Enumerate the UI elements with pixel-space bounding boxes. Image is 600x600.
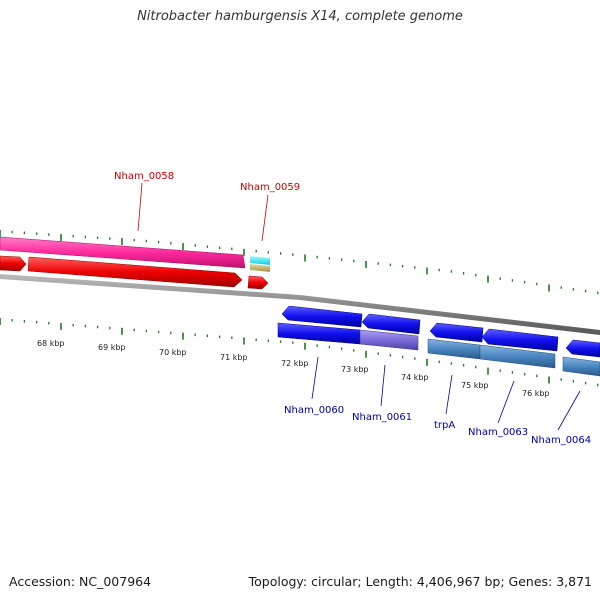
kbp-label: 71 kbp [220, 353, 248, 362]
gene-labels: Nham_0058 Nham_0059 Nham_0060 Nham_0061 … [114, 171, 591, 446]
genome-backbone [0, 274, 600, 335]
feature-steel-trpA [427, 338, 481, 360]
gene-arrow-forward-left [0, 255, 27, 272]
gene-label-trpA[interactable]: trpA [434, 420, 455, 431]
kbp-label: 73 kbp [341, 365, 369, 374]
gene-arrow-nham-0058 [27, 256, 243, 288]
feature-purple-0061 [359, 329, 419, 351]
gene-label-nham-0058[interactable]: Nham_0058 [114, 171, 174, 182]
topology-summary: Topology: circular; Length: 4,406,967 bp… [248, 574, 592, 589]
kbp-label: 69 kbp [98, 343, 126, 352]
gene-arrow-trpA [429, 322, 484, 343]
gene-arrow-nham-0064 [565, 339, 600, 358]
gene-arrow-nham-0059 [247, 275, 269, 290]
feature-steel-0064 [562, 356, 600, 377]
kbp-label: 68 kbp [37, 339, 65, 348]
gene-label-nham-0061[interactable]: Nham_0061 [352, 412, 412, 423]
gene-label-nham-0060[interactable]: Nham_0060 [284, 405, 344, 416]
tick-marks-outer [0, 230, 599, 295]
feature-tan [250, 264, 270, 272]
gene-label-nham-0063[interactable]: Nham_0063 [468, 427, 528, 438]
kbp-label: 75 kbp [461, 381, 489, 390]
gene-label-nham-0064[interactable]: Nham_0064 [531, 435, 591, 446]
feature-cyan [250, 256, 270, 265]
accession-text: Accession: NC_007964 [9, 574, 152, 589]
feature-track-forward-outer [0, 236, 246, 269]
gene-arrow-nham-0061 [361, 313, 421, 335]
kbp-label: 74 kbp [401, 373, 429, 382]
kbp-label: 72 kbp [281, 359, 309, 368]
gene-label-nham-0059[interactable]: Nham_0059 [240, 182, 300, 193]
kbp-label: 76 kbp [522, 389, 550, 398]
feature-steel-0063 [479, 344, 556, 369]
gene-arrow-nham-0060 [281, 305, 363, 328]
gene-arrow-nham-0063 [481, 328, 559, 352]
kbp-labels: 68 kbp 69 kbp 70 kbp 71 kbp 72 kbp 73 kb… [37, 339, 550, 398]
leader-lines [137, 182, 581, 431]
map-title: Nitrobacter hamburgensis X14, complete g… [137, 9, 463, 24]
tick-marks-inner [0, 318, 599, 387]
kbp-label: 70 kbp [159, 348, 187, 357]
feature-blue-0060 [277, 322, 361, 345]
